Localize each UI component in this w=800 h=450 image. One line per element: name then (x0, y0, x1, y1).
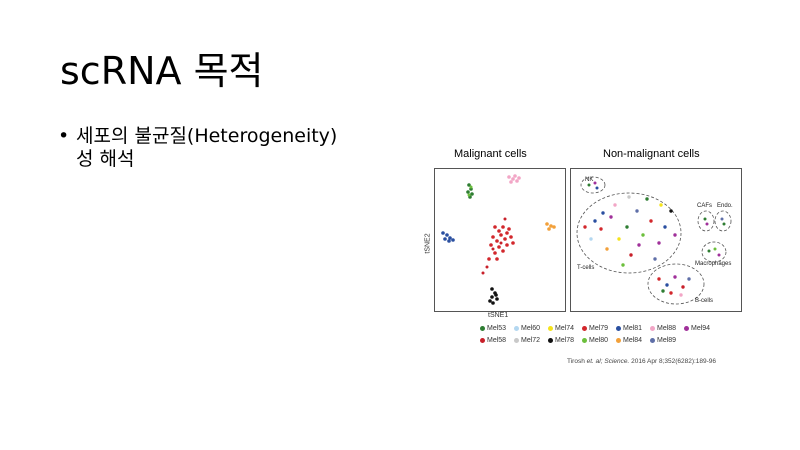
legend-dot-icon (514, 325, 519, 331)
macrophage-points (707, 247, 721, 257)
legend-dot-icon (684, 325, 689, 331)
non-malignant-scatter: NK T-cells CAFs Endo. Macrophages B-cell… (576, 176, 733, 305)
legend-dot-icon (548, 337, 553, 343)
legend-row-2: Mel58 Mel72 Mel78 Mel80 Mel84 Mel89 (480, 334, 760, 346)
nk-points (587, 181, 599, 190)
cafs-endo-points (703, 217, 726, 226)
legend-label: Mel84 (623, 336, 643, 344)
cluster-mel58 (481, 217, 507, 275)
bullet-text: 세포의 불균질(Heterogeneity) 성 해석 (76, 125, 338, 170)
legend-item: Mel89 (650, 337, 684, 344)
legend-dot-icon (548, 325, 553, 331)
legend-label: Mel89 (657, 336, 677, 344)
cluster-outlines (576, 176, 732, 305)
cluster-mel80 (467, 185, 473, 197)
cluster-mel81 (441, 231, 455, 243)
legend: Mel53 Mel60 Mel74 Mel79 Mel81 Mel88 Mel94 Mel5… (480, 322, 760, 346)
legend-row-1: Mel53 Mel60 Mel74 Mel79 Mel81 Mel88 Mel94 (480, 322, 760, 334)
legend-label: Mel81 (623, 324, 643, 332)
legend-item: Mel53 (480, 325, 514, 332)
citation: Tirosh et. al; Science. 2016 Apr 8;352(6… (567, 358, 716, 365)
legend-item: Mel80 (582, 337, 616, 344)
label-nk: NK (585, 177, 593, 183)
legend-item: Mel79 (582, 325, 616, 332)
legend-item: Mel74 (548, 325, 582, 332)
legend-item: Mel94 (684, 325, 718, 332)
legend-label: Mel94 (691, 324, 711, 332)
y-axis-label: tSNE2 (424, 233, 432, 254)
tsne-figure: Malignant cells Non-malignant cells tSNE… (420, 148, 765, 373)
legend-dot-icon (650, 337, 655, 343)
malignant-panel (434, 168, 566, 312)
legend-label: Mel53 (487, 324, 507, 332)
x-axis-label: tSNE1 (488, 312, 509, 319)
cluster-mel53 (466, 183, 474, 199)
legend-item: Mel81 (616, 325, 650, 332)
bcells-points (657, 275, 691, 297)
bullet-item: • 세포의 불균질(Heterogeneity) 성 해석 (58, 125, 408, 171)
legend-label: Mel60 (521, 324, 541, 332)
citation-journal: Science. (604, 358, 630, 365)
label-bcells: B-cells (695, 298, 713, 304)
citation-authors: Tirosh (567, 358, 585, 365)
bullet-dot-icon: • (58, 125, 70, 147)
label-macrophages: Macrophages (695, 261, 731, 267)
legend-label: Mel58 (487, 336, 507, 344)
label-cafs: CAFs (697, 203, 712, 209)
legend-label: Mel88 (657, 324, 677, 332)
slide-title: scRNA 목적 (60, 49, 264, 93)
legend-item: Mel72 (514, 337, 548, 344)
left-panel-title: Malignant cells (454, 148, 527, 160)
legend-item: Mel84 (616, 337, 650, 344)
legend-dot-icon (582, 337, 587, 343)
legend-label: Mel74 (555, 324, 575, 332)
legend-item: Mel78 (548, 337, 582, 344)
legend-dot-icon (616, 325, 621, 331)
cluster-mel79 (487, 225, 515, 261)
legend-dot-icon (616, 337, 621, 343)
legend-dot-icon (650, 325, 655, 331)
legend-item: Mel58 (480, 337, 514, 344)
cluster-mel84 (545, 222, 556, 231)
citation-ref: 2016 Apr 8;352(6282):189-96 (631, 358, 717, 365)
legend-dot-icon (480, 325, 485, 331)
cluster-mel88 (507, 174, 521, 184)
legend-item: Mel60 (514, 325, 548, 332)
legend-label: Mel78 (555, 336, 575, 344)
right-panel-title: Non-malignant cells (603, 148, 700, 160)
non-malignant-panel: NK T-cells CAFs Endo. Macrophages B-cell… (570, 168, 742, 312)
legend-dot-icon (582, 325, 587, 331)
label-endo: Endo. (717, 203, 733, 209)
cluster-mel78 (488, 287, 499, 305)
citation-etal: et. al; (586, 358, 603, 365)
legend-dot-icon (514, 337, 519, 343)
malignant-scatter (441, 174, 556, 305)
legend-label: Mel72 (521, 336, 541, 344)
legend-label: Mel80 (589, 336, 609, 344)
label-tcells: T-cells (577, 265, 594, 271)
legend-label: Mel79 (589, 324, 609, 332)
legend-item: Mel88 (650, 325, 684, 332)
tcells-points (583, 195, 677, 267)
legend-dot-icon (480, 337, 485, 343)
